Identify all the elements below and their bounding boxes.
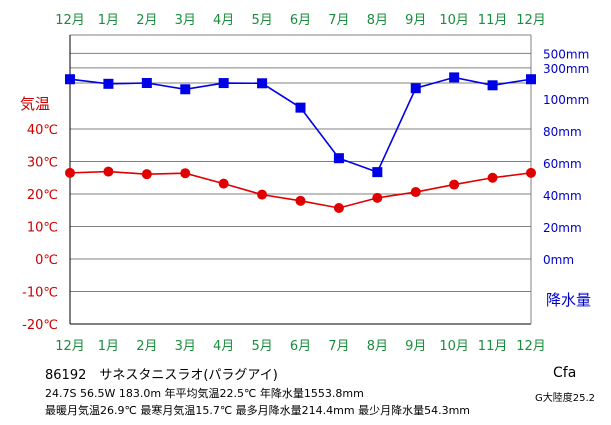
precipitation-point xyxy=(257,78,268,89)
precipitation-point xyxy=(449,72,460,83)
month-label-bottom: 4月 xyxy=(213,339,234,354)
precipitation-point xyxy=(218,78,229,89)
temperature-point xyxy=(449,179,460,190)
precipitation-point xyxy=(526,74,536,85)
month-label-top: 9月 xyxy=(405,13,426,28)
precipitation-point xyxy=(372,167,383,178)
precipitation-tick-label: 60mm xyxy=(543,157,582,171)
precipitation-tick-label: 100mm xyxy=(543,93,589,107)
precipitation-point xyxy=(141,78,152,89)
month-label-bottom: 8月 xyxy=(367,339,388,354)
temperature-point xyxy=(372,192,383,203)
temperature-tick-label: -10℃ xyxy=(22,286,58,301)
month-label-bottom: 10月 xyxy=(439,339,469,354)
month-label-bottom: 7月 xyxy=(328,339,349,354)
temperature-tick-label: 10℃ xyxy=(27,221,58,236)
month-label-bottom: 12月 xyxy=(516,339,546,354)
month-label-bottom: 3月 xyxy=(175,339,196,354)
precipitation-tick-label: 500mm xyxy=(543,47,589,61)
month-label-top: 2月 xyxy=(136,13,157,28)
temperature-point xyxy=(487,172,498,183)
temperature-point xyxy=(410,187,421,198)
precipitation-tick-label: 20mm xyxy=(543,221,582,235)
month-label-bottom: 1月 xyxy=(98,339,119,354)
precipitation-point xyxy=(103,78,114,89)
precipitation-point xyxy=(295,102,306,113)
station-extremes: 最暖月気温26.9℃ 最寒月気温15.7℃ 最多月降水量214.4mm 最少月降… xyxy=(45,404,471,417)
month-label-bottom: 12月 xyxy=(55,339,85,354)
month-label-top: 5月 xyxy=(251,13,272,28)
station-name: 86192 サネスタニスラオ(パラグアイ) xyxy=(45,368,278,383)
temperature-tick-label: 40℃ xyxy=(27,123,58,138)
precipitation-point xyxy=(65,74,75,85)
precipitation-point xyxy=(333,153,344,164)
temperature-point xyxy=(295,195,306,206)
month-label-top: 4月 xyxy=(213,13,234,28)
precipitation-tick-label: 80mm xyxy=(543,125,582,139)
temperature-point xyxy=(103,166,114,177)
month-label-top: 11月 xyxy=(478,13,508,28)
temperature-point xyxy=(333,202,344,213)
temperature-point xyxy=(526,167,536,178)
temperature-point xyxy=(180,168,191,179)
month-label-top: 3月 xyxy=(175,13,196,28)
month-label-top: 1月 xyxy=(98,13,119,28)
temperature-axis-label: 気温 xyxy=(20,95,50,113)
temperature-point xyxy=(65,167,75,178)
temperature-tick-label: 0℃ xyxy=(35,253,58,268)
month-labels-top: 12月 1月 2月 3月 4月 5月 6月 7月 8月 9月 10月 11月 12月 xyxy=(55,13,546,28)
continentality-index: G大陸度25.2 xyxy=(535,393,596,404)
temperature-axis-ticks: -20℃ -10℃ 0℃ 10℃ 20℃ 30℃ 40℃ xyxy=(22,123,58,333)
chart-grid xyxy=(70,34,531,325)
month-label-bottom: 11月 xyxy=(478,339,508,354)
month-label-top: 8月 xyxy=(367,13,388,28)
month-label-bottom: 2月 xyxy=(136,339,157,354)
koppen-class: Cfa xyxy=(553,365,577,381)
precipitation-tick-label: 300mm xyxy=(543,62,589,76)
month-label-top: 12月 xyxy=(55,13,85,28)
month-label-bottom: 9月 xyxy=(405,339,426,354)
precipitation-point xyxy=(180,84,191,95)
month-label-top: 6月 xyxy=(290,13,311,28)
precipitation-point xyxy=(487,80,498,91)
month-label-top: 12月 xyxy=(516,13,546,28)
precipitation-point xyxy=(410,83,421,94)
precipitation-axis-label: 降水量 xyxy=(546,291,591,309)
month-label-bottom: 5月 xyxy=(251,339,272,354)
series-layer xyxy=(65,72,536,213)
station-summary: 24.7S 56.5W 183.0m 年平均気温22.5℃ 年降水量1553.8… xyxy=(45,387,364,400)
precipitation-tick-label: 40mm xyxy=(543,189,582,203)
precipitation-tick-label: 0mm xyxy=(543,253,574,267)
temperature-tick-label: -20℃ xyxy=(22,318,58,333)
temperature-point xyxy=(218,178,229,189)
precipitation-line xyxy=(69,76,532,174)
month-label-top: 7月 xyxy=(328,13,349,28)
temperature-point xyxy=(257,189,268,200)
temperature-point xyxy=(141,169,152,180)
month-label-bottom: 6月 xyxy=(290,339,311,354)
month-labels-bottom: 12月 1月 2月 3月 4月 5月 6月 7月 8月 9月 10月 11月 12月 xyxy=(55,339,546,354)
temperature-tick-label: 20℃ xyxy=(27,188,58,203)
month-label-top: 10月 xyxy=(439,13,469,28)
temperature-tick-label: 30℃ xyxy=(27,156,58,171)
